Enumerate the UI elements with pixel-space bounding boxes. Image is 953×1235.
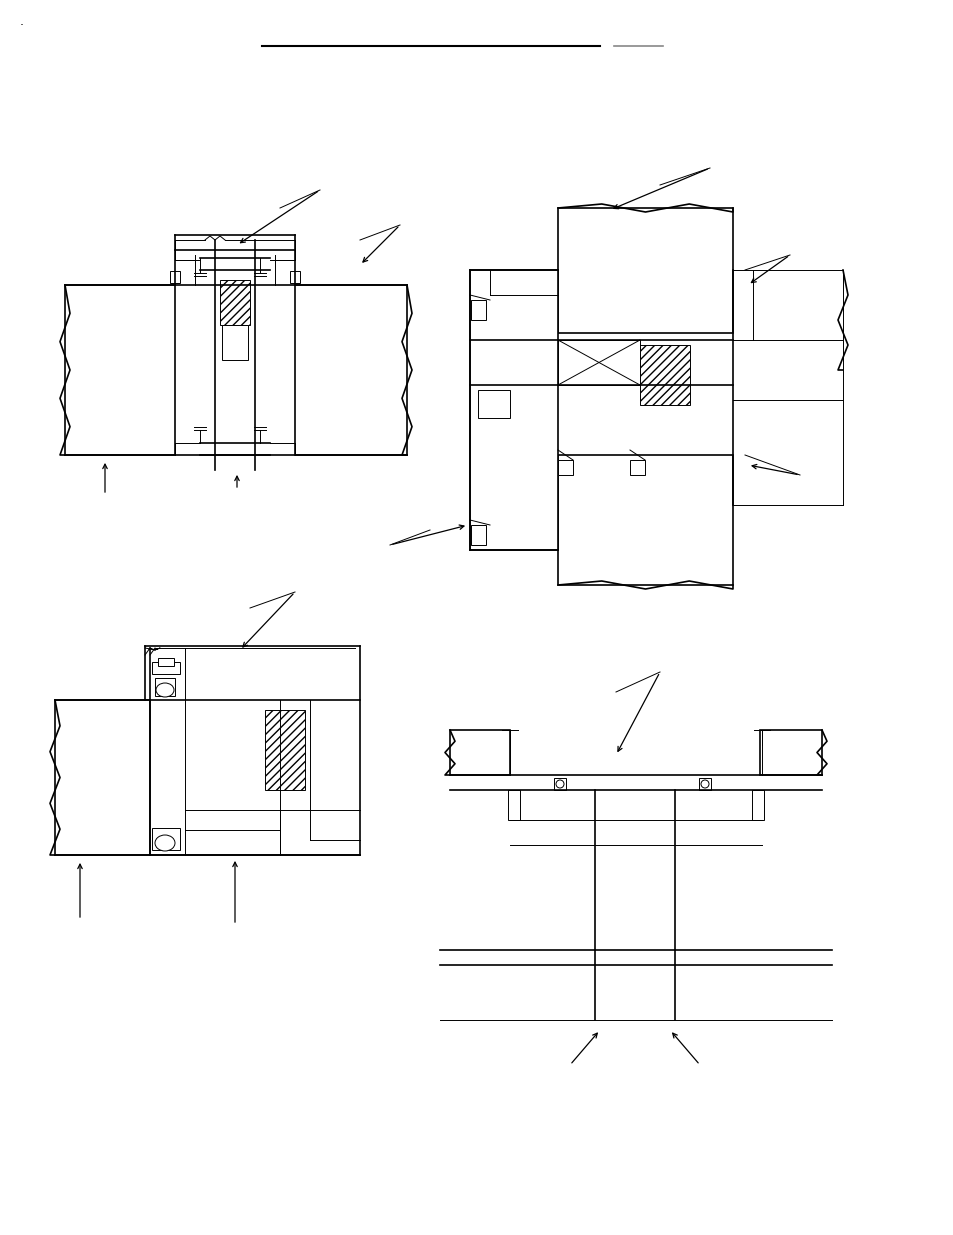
Text: .: . — [20, 15, 24, 28]
Bar — [450, 730, 510, 776]
Bar — [477, 390, 510, 417]
Bar — [222, 325, 248, 359]
Bar — [751, 790, 763, 820]
Bar — [471, 300, 485, 320]
Bar — [55, 700, 150, 855]
Bar — [170, 270, 180, 283]
Bar — [290, 270, 299, 283]
Bar — [265, 710, 305, 790]
Bar — [294, 285, 407, 454]
Bar — [558, 454, 732, 585]
Bar — [154, 678, 174, 697]
Circle shape — [700, 781, 708, 788]
Bar — [65, 285, 174, 454]
Bar — [639, 345, 689, 405]
Ellipse shape — [156, 683, 173, 697]
Ellipse shape — [154, 835, 174, 851]
Bar — [760, 730, 821, 776]
Bar — [699, 778, 710, 790]
Bar — [554, 778, 565, 790]
Bar — [558, 340, 639, 385]
Bar — [220, 280, 250, 325]
Circle shape — [556, 781, 563, 788]
Bar — [558, 459, 573, 475]
Bar — [158, 658, 173, 666]
Bar — [507, 790, 519, 820]
Bar — [152, 827, 180, 850]
Bar — [152, 662, 180, 674]
Bar — [558, 207, 732, 333]
Bar — [471, 525, 485, 545]
Bar — [470, 270, 558, 550]
Bar — [629, 459, 644, 475]
